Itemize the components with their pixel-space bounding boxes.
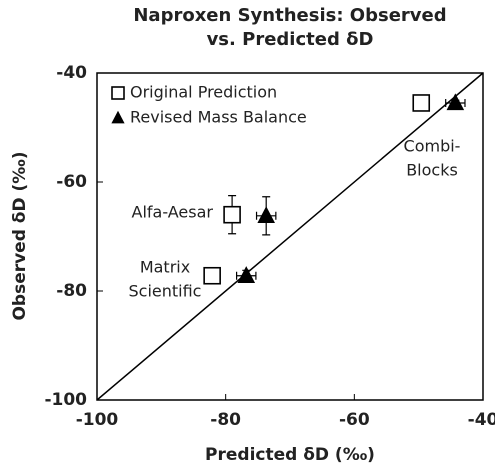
legend-label: Revised Mass Balance bbox=[130, 108, 307, 127]
x-tick-label: -60 bbox=[339, 410, 370, 430]
x-axis-label: Predicted δD (‰) bbox=[205, 445, 375, 465]
annotation: Scientific bbox=[129, 282, 202, 301]
marker-square bbox=[223, 205, 241, 224]
marker-triangle bbox=[237, 266, 256, 283]
y-axis-label: Observed δD (‰) bbox=[10, 151, 30, 320]
marker-triangle bbox=[257, 206, 275, 223]
y-tick-label: -60 bbox=[56, 172, 87, 192]
marker-triangle bbox=[111, 110, 125, 124]
y-tick-label: -80 bbox=[56, 281, 87, 301]
chart-title: Naproxen Synthesis: Observed vs. Predict… bbox=[133, 5, 447, 50]
legend-label: Original Prediction bbox=[130, 83, 277, 102]
marker-triangle bbox=[446, 93, 465, 111]
marker-square bbox=[203, 266, 221, 285]
annotation: Alfa-Aesar bbox=[132, 203, 214, 222]
y-tick-label: -100 bbox=[44, 390, 87, 410]
annotation: Combi- bbox=[404, 137, 461, 156]
identity-line bbox=[96, 72, 484, 401]
annotation: Blocks bbox=[406, 161, 458, 180]
plot-frame bbox=[96, 72, 484, 401]
x-tick-label: -80 bbox=[210, 410, 241, 430]
x-tick-label: -100 bbox=[76, 410, 119, 430]
marker-square bbox=[412, 94, 431, 112]
x-tick-label: -40 bbox=[468, 410, 495, 430]
annotation: Matrix bbox=[140, 258, 190, 277]
y-tick-label: -40 bbox=[56, 63, 87, 83]
marker-square bbox=[111, 86, 125, 100]
